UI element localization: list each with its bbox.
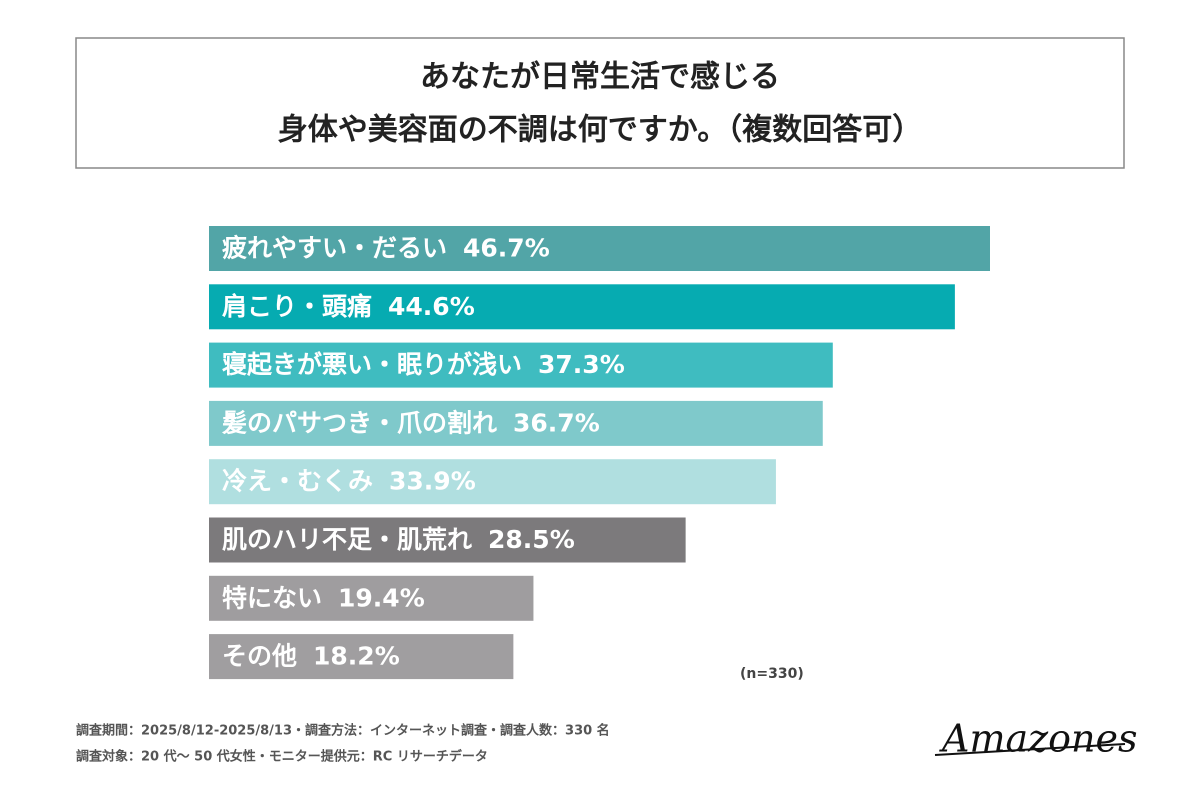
bar-label: 肌のハリ不足・肌荒れ 28.5% bbox=[222, 525, 575, 554]
value-label: 28.5% bbox=[488, 525, 575, 554]
category-label: その他 bbox=[222, 642, 297, 671]
footer-line: 調査対象：20 代〜 50 代女性・モニター提供元：RC リサーチデータ bbox=[76, 749, 488, 765]
logo-stroke bbox=[934, 743, 1126, 756]
category-label: 特にない bbox=[222, 583, 322, 612]
category-label: 髪のパサつき・爪の割れ bbox=[221, 408, 497, 437]
category-label: 肌のハリ不足・肌荒れ bbox=[222, 525, 472, 554]
sample-note: (n=330) bbox=[740, 666, 804, 682]
bar-label: 冷え・むくみ 33.9% bbox=[222, 467, 476, 496]
chart-title: 身体や美容面の不調は何ですか。（複数回答可） bbox=[278, 113, 922, 148]
bar-label: 肩こり・頭痛 44.6% bbox=[222, 292, 475, 321]
bar bbox=[209, 634, 514, 680]
value-label: 46.7% bbox=[463, 234, 550, 263]
bar bbox=[209, 284, 955, 330]
category-label: 寝起きが悪い・眠りが浅い bbox=[222, 350, 522, 379]
bar bbox=[209, 459, 776, 505]
title-box bbox=[75, 37, 1125, 169]
category-label: 冷え・むくみ bbox=[222, 467, 373, 496]
bar bbox=[209, 342, 833, 388]
bar-label: 特にない 19.4% bbox=[222, 583, 425, 612]
value-label: 44.6% bbox=[388, 292, 475, 321]
category-label: 肩こり・頭痛 bbox=[222, 292, 372, 321]
bar-label: 髪のパサつき・爪の割れ 36.7% bbox=[221, 408, 600, 437]
bar bbox=[209, 575, 534, 621]
footer-line: 調査期間：2025/8/12-2025/8/13・調査方法：インターネット調査・… bbox=[76, 723, 610, 739]
value-label: 36.7% bbox=[513, 408, 600, 437]
bar bbox=[209, 226, 990, 271]
value-label: 33.9% bbox=[389, 467, 476, 496]
value-label: 18.2% bbox=[313, 642, 400, 671]
bar-label: 疲れやすい・だるい 46.7% bbox=[222, 234, 550, 263]
category-label: 疲れやすい・だるい bbox=[222, 234, 447, 263]
chart-title: あなたが日常生活で感じる bbox=[420, 60, 780, 95]
value-label: 19.4% bbox=[338, 583, 425, 612]
bar-label: その他 18.2% bbox=[222, 642, 400, 671]
value-label: 37.3% bbox=[538, 350, 625, 379]
bar-label: 寝起きが悪い・眠りが浅い 37.3% bbox=[222, 350, 625, 379]
bar bbox=[209, 400, 823, 446]
bar bbox=[209, 517, 686, 563]
